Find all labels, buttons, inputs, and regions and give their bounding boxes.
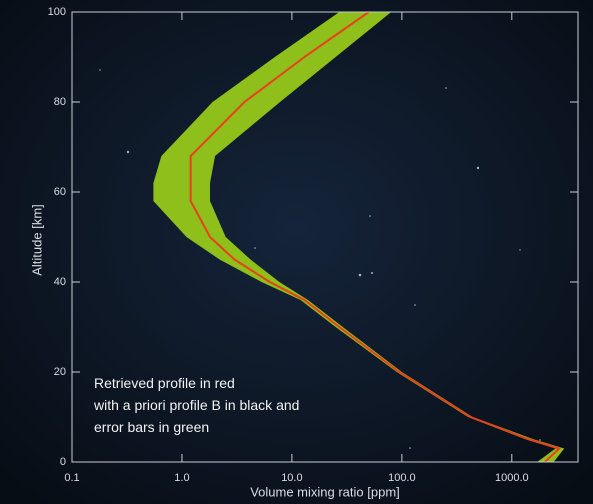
x-axis-label: Volume mixing ratio [ppm] — [250, 484, 400, 499]
x-tick-label: 100.0 — [388, 472, 416, 484]
x-tick-label: 1000.0 — [495, 472, 529, 484]
y-tick-label: 40 — [54, 276, 66, 288]
y-tick-label: 0 — [60, 456, 66, 468]
annotation: Retrieved profile in red — [94, 375, 235, 391]
x-tick-label: 0.1 — [64, 472, 79, 484]
annotation: error bars in green — [94, 419, 209, 435]
y-tick-label: 80 — [54, 96, 66, 108]
x-tick-label: 10.0 — [281, 472, 302, 484]
chart: Retrieved profile in red with a priori p… — [0, 0, 593, 504]
y-tick-label: 100 — [48, 6, 66, 18]
y-tick-label: 20 — [54, 366, 66, 378]
y-tick-label: 60 — [54, 186, 66, 198]
annotation: with a priori profile B in black and — [93, 397, 299, 413]
x-tick-label: 1.0 — [174, 472, 189, 484]
y-axis-label: Altitude [km] — [29, 204, 44, 276]
